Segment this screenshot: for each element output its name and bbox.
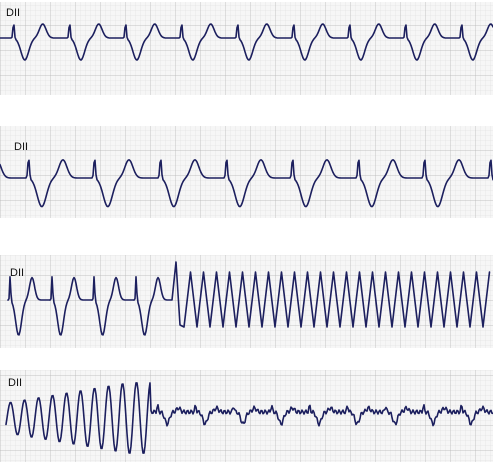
- strip: DII: [0, 255, 493, 348]
- lead-label: DII: [10, 267, 24, 279]
- ecg-trace: [0, 23, 493, 61]
- ecg-trace: [5, 382, 493, 454]
- strip: DII: [0, 370, 493, 462]
- lead-label: DII: [14, 141, 28, 153]
- strip: DII: [0, 126, 493, 218]
- lead-label: DII: [8, 377, 22, 389]
- strip-grid: [0, 2, 493, 95]
- lead-label: DII: [6, 7, 20, 19]
- ecg-trace: [0, 159, 493, 208]
- strip-grid: [0, 126, 493, 218]
- ecg-trace: [7, 261, 491, 336]
- strip: DII: [0, 2, 493, 95]
